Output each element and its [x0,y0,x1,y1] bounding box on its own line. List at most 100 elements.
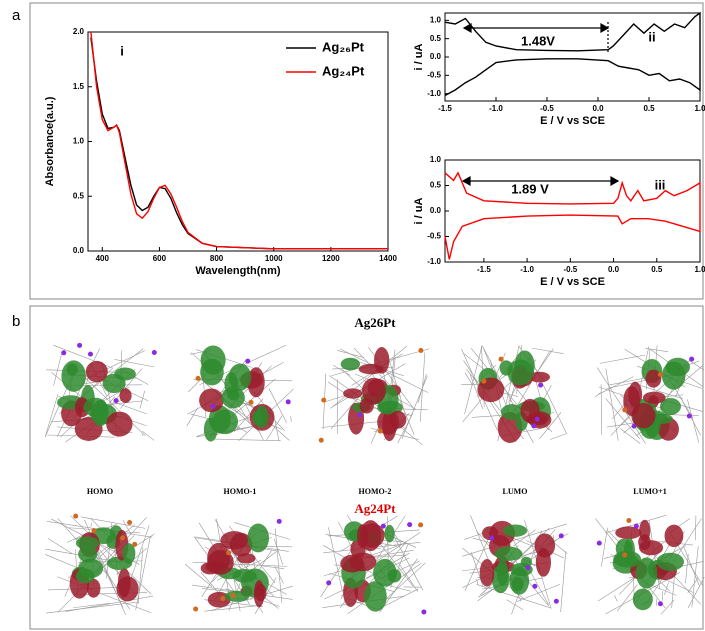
lobe [207,549,234,575]
bond [53,352,63,386]
atom [91,528,97,534]
lobe [664,524,684,548]
x-tick-label: -1.5 [438,104,452,113]
bond [135,535,151,611]
atom [326,580,332,586]
lobe [86,578,101,598]
lobe [496,559,509,587]
x-tick-label: 1200 [322,254,340,263]
bond [332,345,408,407]
lobe [343,388,363,399]
lobe [382,409,397,442]
lobe [75,536,100,550]
bond [85,378,146,437]
bond [141,430,155,441]
bond [273,538,284,565]
bond [539,412,562,440]
atom [377,428,383,434]
atom [285,399,291,405]
data-line [444,171,701,260]
legend-label: Ag₂₄Pt [322,63,365,78]
lobe [500,404,523,420]
bond [594,392,601,398]
bond [80,516,146,529]
bond [687,577,705,608]
lobe [247,523,270,553]
bond [45,393,59,437]
atom [531,423,537,429]
lobe [494,546,523,561]
bond [46,601,138,614]
atom [481,378,487,384]
bond [598,376,634,395]
bond [122,519,132,535]
bond [419,352,426,422]
bond [470,515,491,566]
y-tick-label: 1.0 [430,155,442,164]
x-tick-label: 0.0 [608,265,620,274]
panel-label: b [12,313,20,330]
panel-b-frame [29,305,704,630]
atom [77,342,83,348]
x-tick-label: 1.0 [694,104,705,113]
lobe [83,397,108,417]
atom [120,535,126,541]
atom [380,523,386,529]
bond [401,375,428,439]
bond [268,388,287,423]
x-tick-label: -0.5 [540,104,554,113]
bond [378,588,419,610]
atom [87,351,93,357]
x-tick-label: 1400 [379,254,397,263]
lobe [638,534,651,551]
data-line [444,11,701,97]
legend-label: Ag₂₆Pt [322,39,365,54]
x-tick-label: -1.0 [520,265,534,274]
orbital-images [44,342,705,616]
atom [113,398,119,404]
bond [687,399,700,443]
atom [418,348,424,354]
lobe [114,367,136,381]
bond [691,546,699,608]
bond [608,376,651,386]
lobe [106,411,133,437]
bond [382,562,426,603]
lobe [615,526,642,540]
panel-label: a [12,7,21,24]
lobe [656,552,685,571]
atom [553,598,559,604]
bond [137,547,144,605]
annotation: 1.48V [521,33,555,48]
atom [407,522,413,528]
bond [476,578,479,585]
bond [204,605,262,612]
y-tick-label: 0.5 [430,181,442,190]
x-tick-label: -0.5 [563,265,577,274]
atom [657,601,663,607]
x-axis-label: Wavelength(nm) [195,265,280,277]
x-tick-label: 800 [210,254,224,263]
y-axis-label: Absorbance(a.u.) [44,96,56,186]
bond [184,563,213,587]
bond [685,554,689,584]
lobe [479,558,495,587]
lobe [78,545,98,563]
y-tick-label: -0.5 [427,70,441,79]
bond [596,367,646,444]
atom [321,397,327,403]
bond [324,557,410,600]
orbital-title: Ag24Pt [354,501,396,516]
atom [318,437,324,443]
lobe [85,360,108,383]
bond [600,384,602,435]
atom [657,371,663,377]
bond [47,538,73,554]
y-tick-label: 1.0 [430,15,442,24]
orbital-label: LUMO [503,487,528,496]
atom [151,350,157,356]
lobe [520,398,540,423]
lobe [340,554,365,573]
atom [73,513,79,519]
lobe [665,357,691,377]
